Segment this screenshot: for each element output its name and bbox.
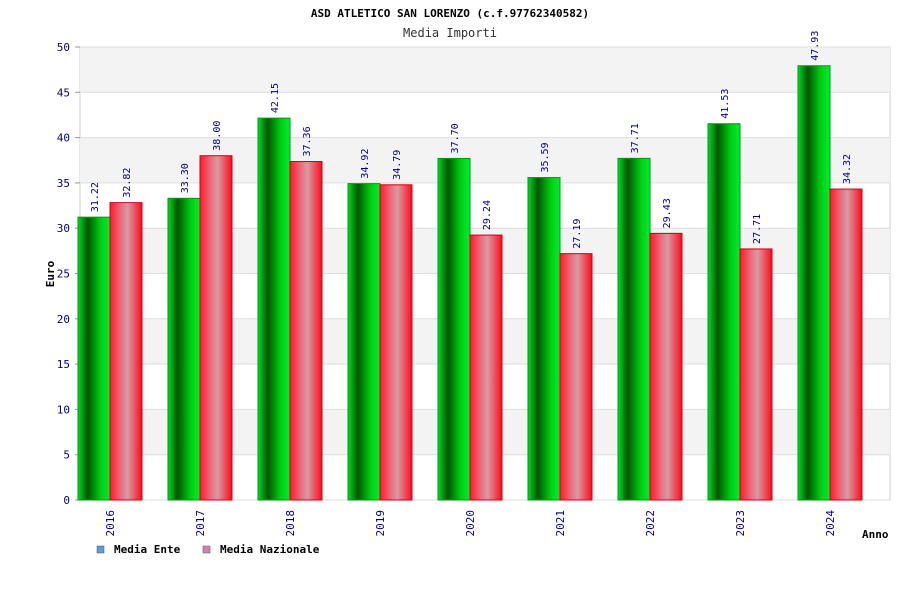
x-axis-label: Anno: [862, 528, 889, 541]
bar-media-nazionale-2017: [199, 155, 233, 501]
y-tick-label: 5: [63, 449, 70, 462]
data-label: 31.22: [90, 182, 101, 212]
legend-label: Media Ente: [114, 543, 181, 556]
data-label: 32.82: [122, 168, 133, 198]
bar-media-ente-2020: [437, 157, 471, 501]
bar-media-ente-2018: [257, 117, 291, 501]
data-label: 47.93: [810, 31, 821, 61]
data-label: 34.79: [392, 150, 403, 180]
data-label: 27.19: [572, 219, 583, 249]
y-axis-ticks: 0 5 10 15 20 25 30 35 40 45 50: [57, 41, 80, 507]
x-tick-label: 2018: [284, 510, 297, 537]
bar-media-ente-2021: [527, 177, 561, 501]
data-label: 29.43: [662, 198, 673, 228]
bar-media-nazionale-2016: [109, 202, 143, 501]
bar-media-ente-2024: [797, 65, 831, 501]
y-axis-label: Euro: [44, 260, 57, 287]
y-tick-label: 15: [57, 358, 70, 371]
x-tick-label: 2022: [644, 510, 657, 537]
data-labels: 31.22 32.82 33.30 38.00 42.15 37.36 34.92 34.79…: [90, 31, 853, 249]
legend: Media Ente Media Nazionale: [96, 543, 320, 556]
data-label: 37.36: [302, 126, 313, 156]
grid-band: [80, 47, 890, 93]
bar-media-nazionale-2024: [829, 188, 863, 501]
bar-media-nazionale-2018: [289, 161, 323, 501]
y-tick-label: 45: [57, 86, 70, 99]
data-label: 37.70: [450, 123, 461, 153]
data-label: 29.24: [482, 200, 493, 230]
x-tick-label: 2016: [104, 510, 117, 537]
bar-media-ente-2017: [167, 197, 201, 501]
legend-swatch: [96, 545, 105, 554]
data-label: 34.92: [360, 149, 371, 179]
bar-media-nazionale-2020: [469, 234, 503, 501]
data-label: 35.59: [540, 142, 551, 172]
chart-title: ASD ATLETICO SAN LORENZO (c.f.9776234058…: [311, 7, 589, 20]
x-axis-ticks: 2016 2017 2018 2019 2020 2021 2022 2023 2024: [104, 510, 837, 537]
legend-label: Media Nazionale: [220, 543, 320, 556]
y-tick-label: 35: [57, 177, 70, 190]
x-tick-label: 2017: [194, 510, 207, 537]
data-label: 34.32: [842, 154, 853, 184]
y-tick-label: 30: [57, 222, 70, 235]
x-tick-label: 2019: [374, 510, 387, 537]
x-tick-label: 2023: [734, 510, 747, 537]
legend-swatch: [202, 545, 211, 554]
y-tick-label: 25: [57, 268, 70, 281]
bar-media-ente-2023: [707, 123, 741, 501]
x-tick-label: 2021: [554, 510, 567, 537]
y-tick-label: 50: [57, 41, 70, 54]
bars: [77, 65, 863, 501]
bar-media-ente-2019: [347, 183, 381, 501]
data-label: 41.53: [720, 89, 731, 119]
bar-media-nazionale-2021: [559, 253, 593, 501]
bar-media-nazionale-2023: [739, 248, 773, 501]
x-tick-label: 2024: [824, 510, 837, 537]
y-tick-label: 40: [57, 132, 70, 145]
y-tick-label: 0: [63, 494, 70, 507]
y-tick-label: 20: [57, 313, 70, 326]
data-label: 33.30: [180, 163, 191, 193]
chart-subtitle: Media Importi: [403, 26, 497, 40]
bar-media-nazionale-2019: [379, 184, 413, 501]
y-tick-label: 10: [57, 403, 70, 416]
bar-media-nazionale-2022: [649, 232, 683, 501]
data-label: 42.15: [270, 83, 281, 113]
bar-media-ente-2016: [77, 216, 111, 501]
x-tick-label: 2020: [464, 510, 477, 537]
data-label: 27.71: [752, 214, 763, 244]
data-label: 37.71: [630, 123, 641, 153]
data-label: 38.00: [212, 121, 223, 151]
bar-media-ente-2022: [617, 157, 651, 501]
